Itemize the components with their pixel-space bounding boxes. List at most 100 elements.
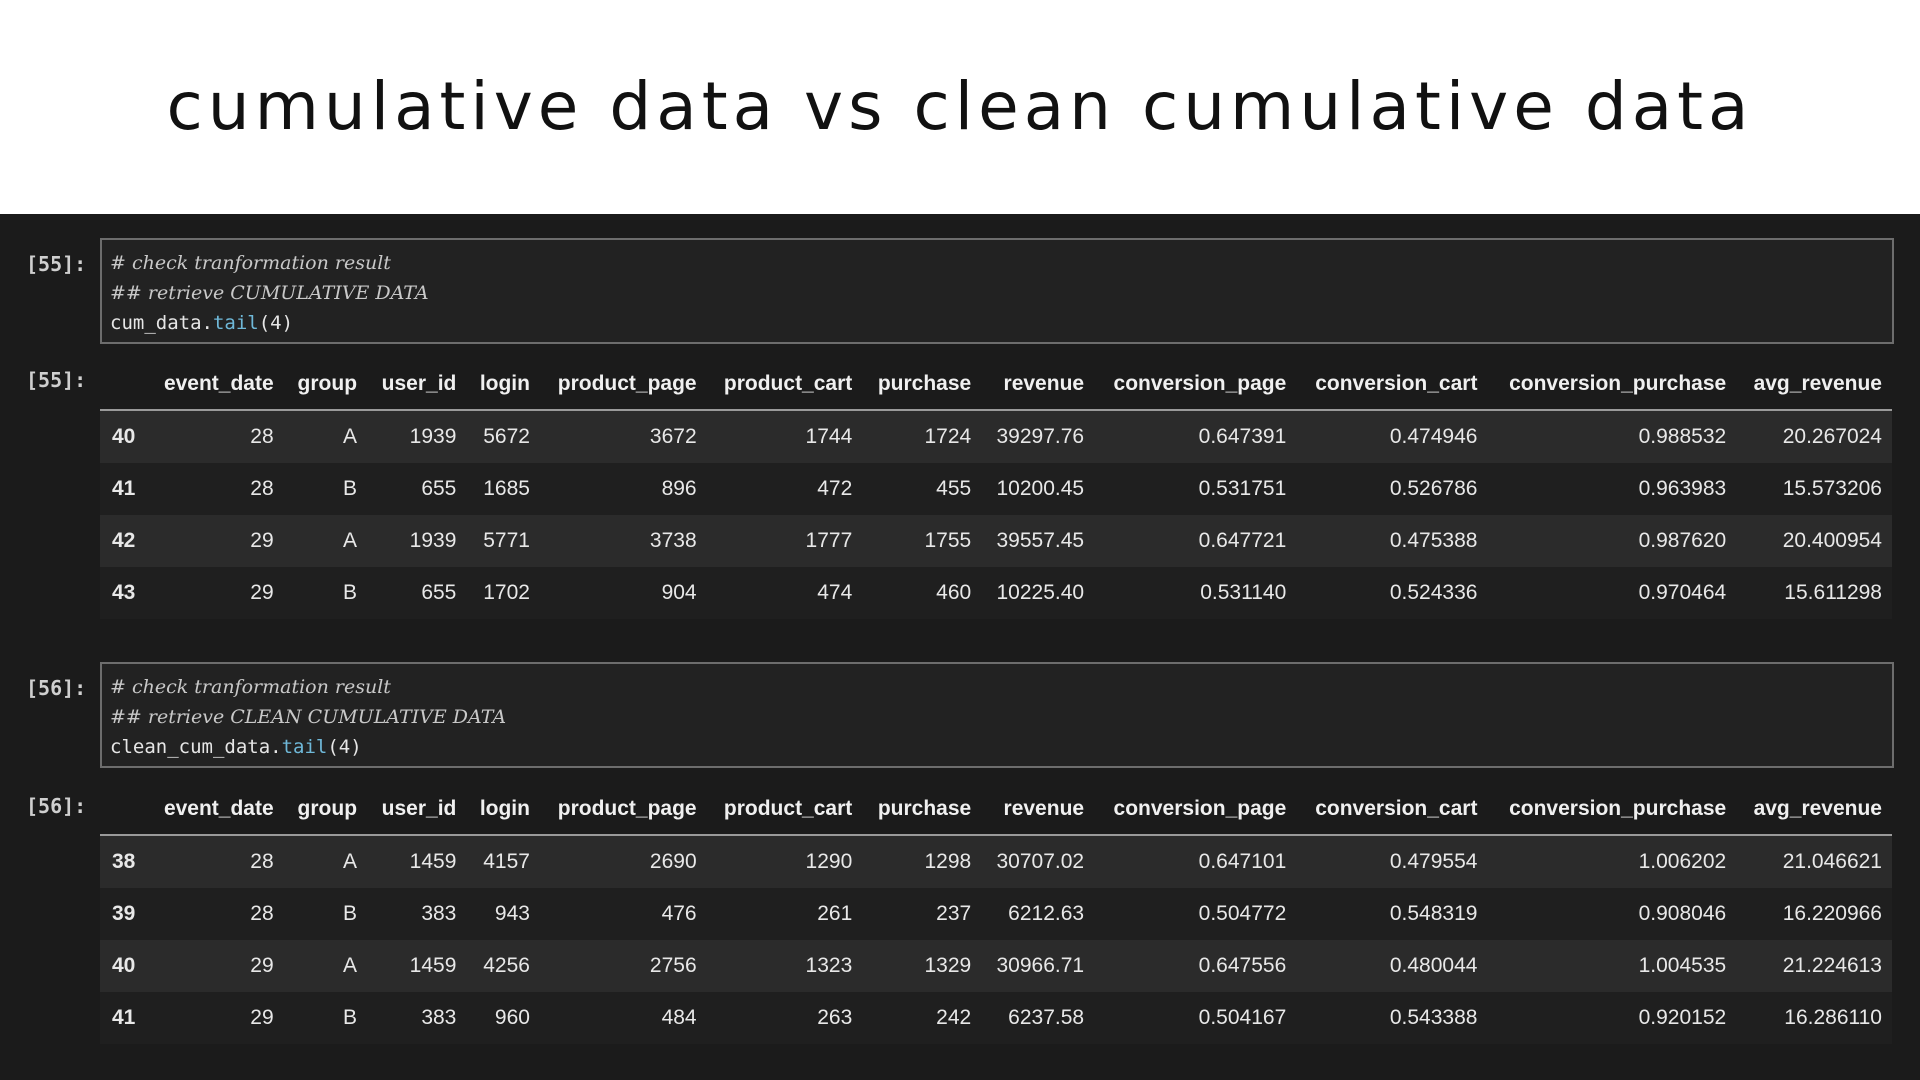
table-cell: 0.548319 [1389,902,1478,925]
column-header: conversion_purchase [1487,784,1737,836]
column-header: conversion_page [1094,784,1297,836]
column-header: conversion_purchase [1487,359,1737,411]
code-args: (4) [327,736,362,758]
table-cell: 28 [250,425,274,448]
table-cell: 20.267024 [1782,425,1882,448]
index-header [100,784,148,836]
row-index: 38 [112,850,136,873]
table-cell: 261 [817,902,853,925]
column-header: product_cart [706,784,863,836]
table-cell: 476 [661,902,697,925]
table-cell: 1.004535 [1638,954,1727,977]
code-comment: # check tranformation result [110,252,391,274]
table-cell: 3672 [649,425,697,448]
table-cell: 0.908046 [1638,902,1727,925]
column-header: purchase [862,784,982,836]
code-cell-56[interactable]: # check tranformation result ## retrieve… [100,662,1894,768]
dataframe-output-56: event_date group user_id login product_page p… [100,784,1892,1044]
column-header: revenue [981,359,1095,411]
table-cell: 943 [494,902,530,925]
table-cell: 15.611298 [1784,581,1882,604]
table-cell: 0.970464 [1638,581,1727,604]
table-row: 43 29 B 655 1702 904 474 460 10225.40 0.531140 0.5… [100,567,1892,619]
table-cell: 904 [661,581,697,604]
table-cell: 1459 [409,850,457,873]
table-cell: 3738 [649,529,697,552]
code-comment: # check tranformation result [110,676,391,698]
row-index: 42 [112,529,136,552]
column-header: login [466,784,540,836]
table-cell: 383 [421,1006,457,1029]
table-cell: 6212.63 [1008,902,1085,925]
table-row: 38 28 A 1459 4157 2690 1290 1298 30707.02 0.64710… [100,835,1892,888]
table-cell: 0.963983 [1638,477,1727,500]
table-cell: 474 [817,581,853,604]
column-header: product_cart [706,359,863,411]
table-cell: 2756 [649,954,697,977]
row-index: 41 [112,477,136,500]
column-header: avg_revenue [1736,784,1892,836]
table-cell: 1.006202 [1638,850,1727,873]
code-function: tail [281,736,328,758]
table-cell: 6237.58 [1008,1006,1085,1029]
code-comment: ## retrieve CLEAN CUMULATIVE DATA [110,706,507,728]
table-cell: 460 [936,581,972,604]
code-args: (4) [258,312,294,334]
table-cell: 16.220966 [1782,902,1882,925]
table-header-row: event_date group user_id login product_page p… [100,784,1892,836]
table-cell: 896 [661,477,697,500]
table-cell: 263 [817,1006,853,1029]
code-cell-55[interactable]: # check tranformation result ## retrieve… [100,238,1894,344]
table-cell: 29 [250,1006,274,1029]
row-index: 43 [112,581,136,604]
column-header: avg_revenue [1736,359,1892,411]
column-header: purchase [862,359,982,411]
index-header [100,359,148,411]
table-cell: B [343,1006,358,1029]
table-cell: 5672 [483,425,530,448]
table-cell: A [343,850,358,873]
column-header: user_id [367,784,467,836]
table-cell: 0.920152 [1638,1006,1727,1029]
table-cell: 1755 [924,529,972,552]
table-cell: 29 [250,581,274,604]
table-cell: 655 [421,581,457,604]
table-cell: 0.475388 [1389,529,1478,552]
column-header: group [283,784,368,836]
table-cell: 28 [250,477,274,500]
output-prompt: [56]: [26,794,87,818]
code-line: clean_cum_data.tail(4) [110,732,1884,762]
code-line: ## retrieve CLEAN CUMULATIVE DATA [110,702,1884,732]
row-index: 40 [112,425,136,448]
table-cell: A [343,425,358,448]
table-row: 40 29 A 1459 4256 2756 1323 1329 30966.71 0.64755… [100,940,1892,992]
table-cell: 0.531140 [1200,581,1287,604]
table-cell: 10225.40 [996,581,1085,604]
table-cell: 21.046621 [1782,850,1882,873]
table-cell: 0.504167 [1198,1006,1287,1029]
table-row: 40 28 A 1939 5672 3672 1744 1724 39297.76 0.64739… [100,410,1892,463]
table-cell: 242 [936,1006,972,1029]
table-cell: 29 [250,529,274,552]
column-header: user_id [367,359,467,411]
output-prompt: [55]: [26,368,87,392]
table-cell: 1939 [409,529,457,552]
table-cell: 0.647391 [1198,425,1287,448]
table-cell: 0.531751 [1198,477,1287,500]
table-cell: A [343,529,358,552]
table-cell: 0.543388 [1389,1006,1478,1029]
table-cell: 16.286110 [1784,1006,1882,1029]
table-cell: 15.573206 [1782,477,1882,500]
table-cell: 0.479554 [1389,850,1478,873]
table-cell: 21.224613 [1782,954,1882,977]
table-cell: 1702 [483,581,530,604]
input-prompt: [55]: [26,252,87,276]
table-cell: 30707.02 [996,850,1085,873]
code-variable: cum_data. [110,312,213,334]
column-header: group [283,359,368,411]
column-header: product_page [539,784,707,836]
table-cell: 484 [661,1006,697,1029]
table-cell: 1298 [924,850,972,873]
table-row: 41 28 B 655 1685 896 472 455 10200.45 0.531751 0.5… [100,463,1892,515]
table-cell: 0.647556 [1198,954,1287,977]
